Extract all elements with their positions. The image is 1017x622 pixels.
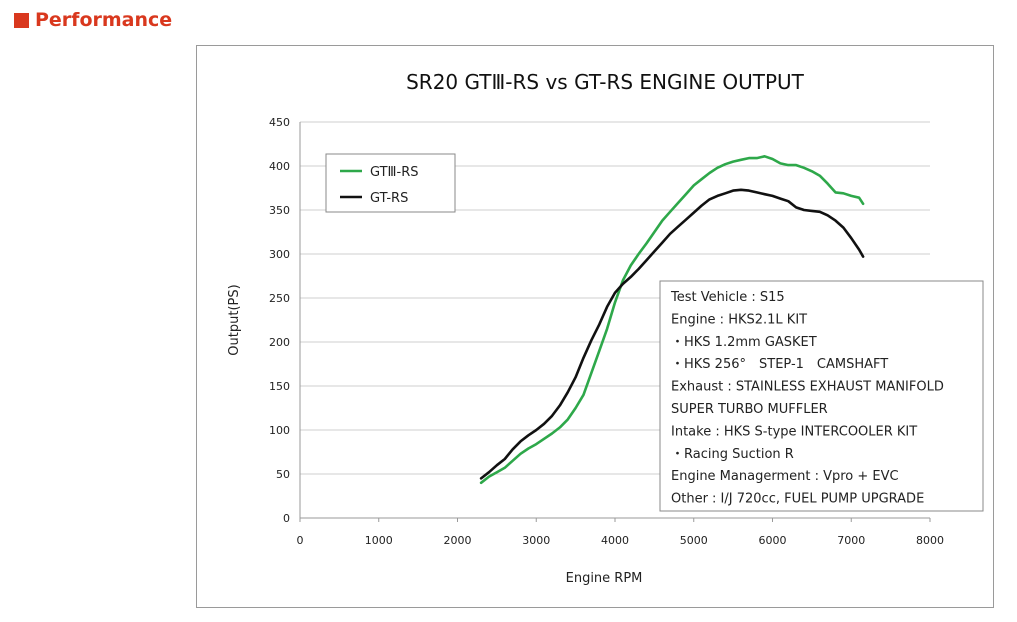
x-tick-label: 8000	[916, 534, 944, 547]
spec-line: Intake : HKS S-type INTERCOOLER KIT	[671, 424, 917, 439]
spec-line: Engine Managerment : Vpro + EVC	[671, 469, 899, 484]
spec-line: SUPER TURBO MUFFLER	[671, 402, 828, 417]
legend-box	[325, 153, 456, 213]
x-tick-label: 7000	[837, 534, 865, 547]
series-line-gtiii-rs	[479, 155, 865, 485]
legend-label: GTⅢ-RS	[370, 165, 419, 180]
chart-legend: GTⅢ-RS GT-RS	[325, 153, 456, 213]
chart-title: SR20 GTⅢ-RS vs GT-RS ENGINE OUTPUT	[406, 70, 805, 94]
section-title: Performance	[35, 9, 173, 31]
x-tick-label: 0	[297, 534, 304, 547]
y-tick-label: 250	[269, 292, 290, 305]
spec-line: Other : I/J 720cc, FUEL PUMP UPGRADE	[671, 492, 924, 507]
y-tick-label: 350	[269, 204, 290, 217]
y-tick-label: 300	[269, 248, 290, 261]
y-tick-label: 0	[283, 512, 290, 525]
x-tick-label: 6000	[759, 534, 787, 547]
spec-line: ・HKS 256° STEP-1 CAMSHAFT	[671, 357, 888, 372]
x-tick-label: 4000	[601, 534, 629, 547]
section-square-icon	[14, 12, 29, 28]
y-tick-label: 150	[269, 380, 290, 393]
y-tick-label: 100	[269, 424, 290, 437]
legend-label: GT-RS	[370, 191, 408, 206]
section-header: Performance	[14, 9, 172, 31]
x-tick-label: 1000	[365, 534, 393, 547]
x-tick-label: 2000	[444, 534, 472, 547]
x-tick-label: 5000	[680, 534, 708, 547]
x-axis-label: Engine RPM	[566, 571, 643, 586]
y-axis-label: Output(PS)	[227, 284, 242, 355]
spec-line: Engine : HKS2.1L KIT	[671, 312, 807, 327]
spec-box-frame	[659, 280, 984, 512]
y-tick-label: 50	[276, 468, 290, 481]
spec-annotation-box: Test Vehicle : S15 Engine : HKS2.1L KIT ・H…	[659, 280, 984, 512]
x-tick-label: 3000	[522, 534, 550, 547]
y-tick-label: 400	[269, 160, 290, 173]
spec-line: ・HKS 1.2mm GASKET	[671, 335, 817, 350]
y-tick-label: 450	[269, 116, 290, 129]
spec-line: Test Vehicle : S15	[670, 290, 785, 305]
spec-line: ・Racing Suction R	[671, 447, 794, 462]
spec-line: Exhaust : STAINLESS EXHAUST MANIFOLD	[671, 380, 944, 395]
series-line-gt-rs	[479, 188, 865, 480]
y-tick-label: 200	[269, 336, 290, 349]
